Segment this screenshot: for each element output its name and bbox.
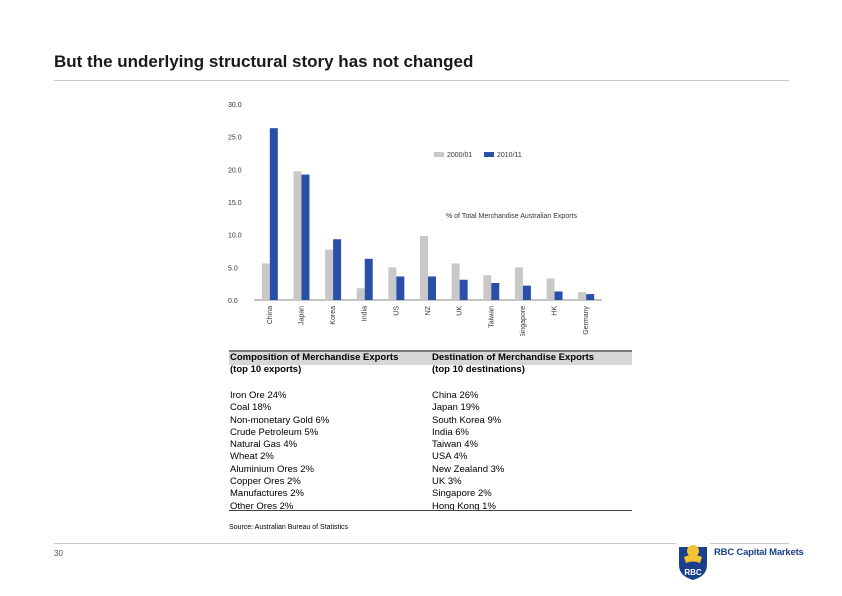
list-item: Wheat 2% <box>230 451 274 463</box>
list-item: Aluminium Ores 2% <box>230 463 314 475</box>
bar-hk-2010-11 <box>554 291 563 300</box>
bar-korea-2010-11 <box>333 239 342 300</box>
x-tick-label: China <box>267 306 274 324</box>
x-tick-label: NZ <box>425 305 432 315</box>
x-tick-label: US <box>393 306 400 316</box>
x-tick-label: Japan <box>298 306 305 325</box>
bar-nz-2010-11 <box>428 276 436 300</box>
y-tick-label: 0.0 <box>228 298 238 305</box>
bar-china-2000-01 <box>261 263 270 300</box>
bar-singapore-2010-11 <box>522 285 531 300</box>
slide-title: But the underlying structural story has … <box>54 52 474 71</box>
x-tick-label: India <box>362 306 369 321</box>
title-divider <box>54 80 789 81</box>
y-tick-label: 10.0 <box>228 233 242 240</box>
list-item: South Korea 9% <box>432 414 502 426</box>
logo-mark-text: RBC <box>684 568 702 577</box>
list-item: Iron Ore 24% <box>230 390 287 401</box>
y-tick-label: 15.0 <box>228 200 242 207</box>
list-item: Other Ores 2% <box>230 500 294 512</box>
list-item: China 26% <box>432 390 479 401</box>
bar-chart: 30.0 25.0 20.0 15.0 10.0 5.0 0.0 China Japan Kore… <box>228 102 602 336</box>
bar-singapore-2000-01 <box>514 267 523 300</box>
x-tick-label: UK <box>457 306 464 316</box>
bar-hk-2000-01 <box>546 278 555 300</box>
legend-label: 2000/01 <box>447 152 472 159</box>
list-item: Singapore 2% <box>432 488 492 500</box>
destination-subheader: (top 10 destinations) <box>432 364 525 375</box>
x-tick-label: HK <box>552 306 559 316</box>
list-item: Natural Gas 4% <box>230 439 298 451</box>
bar-nz-2000-01 <box>420 235 428 300</box>
x-tick-label: Taiwan <box>488 306 495 328</box>
bar-uk-2010-11 <box>459 279 468 300</box>
composition-list: Iron Ore 24% Coal 18% Non-monetary Gold … <box>230 390 425 513</box>
list-item: Non-monetary Gold 6% <box>230 414 330 426</box>
bar-taiwan-2000-01 <box>483 275 492 300</box>
composition-column: Composition of Merchandise Exports (top … <box>230 350 425 513</box>
y-tick-label: 25.0 <box>228 135 242 142</box>
list-item: Copper Ores 2% <box>230 476 301 488</box>
list-item: Manufactures 2% <box>230 488 304 500</box>
source-note: Source: Australian Bureau of Statistics <box>229 524 349 531</box>
y-tick-label: 5.0 <box>228 265 238 272</box>
bar-germany-2000-01 <box>578 292 587 300</box>
exports-table: Composition of Merchandise Exports (top … <box>229 350 632 513</box>
bar-uk-2000-01 <box>451 263 460 300</box>
bar-india-2000-01 <box>356 288 365 300</box>
chart-annotation: % of Total Merchandise Australian Export… <box>446 213 577 220</box>
brand-name: RBC Capital Markets <box>714 547 804 558</box>
bar-china-2010-11 <box>269 128 278 300</box>
table-bottom-rule <box>229 510 632 511</box>
y-tick-label: 20.0 <box>228 167 242 174</box>
bar-us-2000-01 <box>388 267 397 300</box>
destination-list: China 26% Japan 19% South Korea 9% India… <box>432 390 632 513</box>
legend-label: 2010/11 <box>497 152 522 159</box>
table-header-band <box>229 350 632 365</box>
bar-japan-2000-01 <box>293 171 302 300</box>
bar-us-2010-11 <box>396 276 405 300</box>
list-item: Japan 19% <box>432 402 480 414</box>
rbc-lion-shield-logo: RBC <box>676 543 710 581</box>
bar-taiwan-2010-11 <box>491 283 500 300</box>
destination-column: Destination of Merchandise Exports (top … <box>432 350 632 513</box>
legend-swatch <box>434 152 444 157</box>
list-item: USA 4% <box>432 451 468 463</box>
list-item: Crude Petroleum 5% <box>230 426 319 438</box>
y-tick-label: 30.0 <box>228 102 242 109</box>
x-tick-label: Germany <box>583 306 590 335</box>
x-tick-label: Singapore <box>520 306 527 336</box>
list-item: India 6% <box>432 426 469 438</box>
bar-india-2010-11 <box>364 258 373 300</box>
list-item: UK 3% <box>432 476 462 488</box>
bar-korea-2000-01 <box>325 249 334 300</box>
page-number: 30 <box>54 549 63 558</box>
x-tick-label: Korea <box>330 306 337 325</box>
composition-subheader: (top 10 exports) <box>230 364 302 375</box>
footer-divider <box>54 543 789 544</box>
bar-germany-2010-11 <box>586 294 595 300</box>
list-item: Hong Kong 1% <box>432 500 496 512</box>
destination-header: Destination of Merchandise Exports <box>432 352 595 363</box>
list-item: Taiwan 4% <box>432 439 478 451</box>
list-item: Coal 18% <box>230 402 272 414</box>
list-item: New Zealand 3% <box>432 463 505 475</box>
composition-header: Composition of Merchandise Exports <box>230 352 399 363</box>
bar-japan-2010-11 <box>301 174 310 300</box>
legend-swatch <box>484 152 494 157</box>
